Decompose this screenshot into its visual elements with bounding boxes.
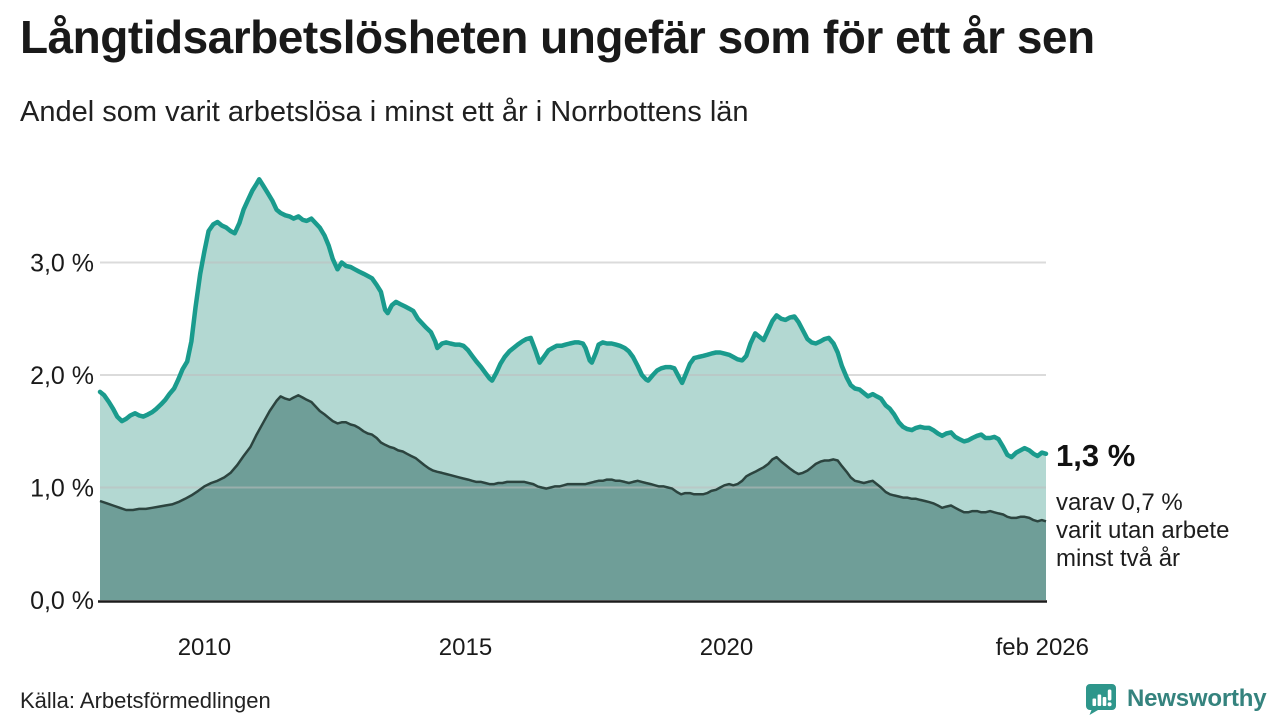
x-tick-label: 2010 (178, 634, 231, 661)
chart-subtitle: Andel som varit arbetslösa i minst ett å… (20, 96, 749, 128)
series-line-one-year (97, 177, 1049, 460)
y-tick-label: 0,0 % (30, 587, 94, 615)
x-tick-label: feb 2026 (996, 634, 1089, 661)
newsworthy-logo[interactable]: Newsworthy (1084, 682, 1267, 716)
newsworthy-bubble-icon (1086, 684, 1116, 715)
end-sublabel-line3: minst två år (1056, 545, 1181, 572)
end-sublabel-line2: varit utan arbete (1056, 517, 1230, 544)
end-value-label: 1,3 % (1056, 438, 1136, 473)
y-tick-label: 2,0 % (30, 362, 94, 390)
newsworthy-wordmark: Newsworthy (1127, 685, 1267, 712)
y-tick-label: 1,0 % (30, 475, 94, 503)
page-title: Långtidsarbetslösheten ungefär som för e… (20, 11, 1095, 63)
end-value-sublabel: varav 0,7 % varit utan arbete minst två … (1056, 489, 1229, 573)
series-area-two-years (100, 395, 1046, 600)
series-line-two-years (99, 394, 1047, 523)
x-tick-label: 2020 (700, 634, 753, 661)
y-tick-label: 3,0 % (30, 250, 94, 278)
source-caption: Källa: Arbetsförmedlingen (20, 688, 271, 713)
x-tick-label: 2015 (439, 634, 492, 661)
end-sublabel-line1: varav 0,7 % (1056, 489, 1183, 516)
